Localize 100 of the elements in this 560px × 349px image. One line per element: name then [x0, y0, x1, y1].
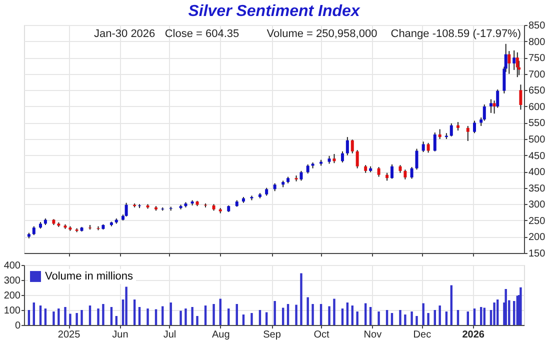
candlestick	[390, 164, 394, 180]
bar	[328, 306, 330, 325]
candlestick	[332, 153, 336, 164]
bar	[115, 316, 118, 325]
candlestick	[438, 128, 442, 140]
bar	[386, 310, 388, 325]
candlestick	[466, 125, 470, 142]
x-tick-label: Jun	[112, 330, 128, 340]
bar	[212, 304, 215, 325]
y-tick-label: 800	[528, 36, 546, 48]
bar	[80, 310, 83, 325]
bar	[456, 310, 460, 325]
bar	[445, 312, 448, 325]
bar	[125, 286, 128, 325]
bar	[170, 302, 172, 325]
bar	[110, 307, 113, 325]
bar	[333, 298, 336, 325]
annotation: Close = 604.35	[164, 28, 240, 40]
annotation: Jan-30 2026	[94, 28, 156, 40]
bar	[450, 285, 452, 325]
y-tick-label: 250	[528, 216, 546, 227]
bar	[32, 302, 35, 325]
chart-title: Silver Sentiment Index	[188, 3, 361, 20]
bar	[102, 304, 104, 325]
bar	[76, 313, 78, 325]
bar	[496, 300, 499, 325]
x-tick-label: 2025	[58, 330, 81, 340]
bar	[196, 316, 198, 325]
bar	[52, 312, 55, 325]
bar	[146, 308, 149, 325]
candlestick	[516, 52, 519, 78]
x-tick-label: Dec	[413, 330, 432, 340]
bar	[306, 297, 309, 325]
bar	[320, 304, 322, 325]
candlestick	[410, 166, 414, 180]
y-tick-label: 550	[528, 118, 546, 130]
x-tick-label: Jul	[163, 330, 176, 340]
bar	[399, 310, 402, 325]
bar	[356, 312, 358, 325]
y-tick-label: 600	[528, 102, 546, 113]
candlestick	[508, 50, 511, 74]
candlestick	[356, 150, 359, 169]
bar	[286, 304, 290, 325]
bar	[64, 307, 66, 325]
y-tick-label: 400	[528, 167, 546, 178]
candlestick	[472, 120, 476, 134]
candlestick	[340, 150, 344, 163]
bar	[204, 306, 207, 325]
candlestick	[124, 202, 128, 218]
candlestick	[346, 136, 349, 156]
bar	[97, 308, 100, 325]
bar	[236, 304, 238, 325]
y-tick-label: 650	[528, 86, 546, 97]
bar	[410, 312, 413, 325]
bar	[228, 308, 230, 325]
candlestick	[450, 122, 453, 137]
bar	[58, 308, 60, 325]
y-tick-label: 450	[528, 150, 546, 162]
bar	[250, 313, 253, 325]
candlestick	[350, 139, 354, 154]
bar	[133, 300, 136, 325]
candlestick	[426, 142, 430, 154]
bar	[369, 307, 372, 325]
annotation: Change -108.59 (-17.97%)	[390, 28, 521, 40]
candlestick	[433, 132, 436, 152]
bar	[300, 273, 302, 325]
y-tick-label: 850	[528, 20, 546, 32]
bar	[493, 302, 496, 325]
bar	[438, 306, 441, 325]
bar	[364, 303, 367, 325]
candlestick	[489, 98, 492, 114]
candlestick	[377, 166, 380, 178]
candlestick	[306, 164, 310, 174]
y-tick-label: 700	[528, 69, 546, 80]
x-tick-label: Sep	[263, 330, 282, 340]
bar	[404, 314, 406, 325]
bar	[473, 308, 476, 325]
candlestick	[300, 170, 303, 182]
bar	[504, 289, 507, 325]
bar	[341, 308, 344, 325]
bar	[416, 316, 418, 325]
bar	[422, 303, 424, 325]
candlestick	[422, 141, 425, 153]
bar	[434, 310, 436, 325]
y-tick-label: 300	[528, 200, 546, 211]
bar	[162, 306, 164, 325]
bar	[295, 304, 298, 325]
bar	[88, 306, 92, 325]
legend-label: Volume in millions	[45, 270, 134, 282]
bar	[520, 287, 522, 325]
y-tick-label: 0	[14, 320, 21, 332]
y-tick-label: 750	[528, 53, 546, 64]
y-tick-label: 350	[528, 183, 546, 194]
bar	[390, 313, 394, 325]
bar	[44, 308, 47, 325]
y-tick-label: 150	[528, 248, 546, 260]
candlestick	[492, 100, 496, 114]
x-tick-label: Oct	[314, 330, 330, 340]
y-tick-label: 300	[4, 276, 21, 286]
bar	[242, 314, 245, 325]
